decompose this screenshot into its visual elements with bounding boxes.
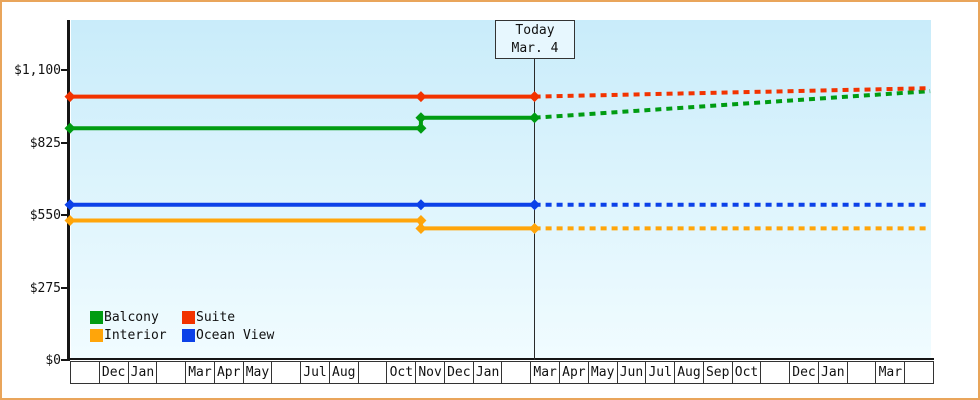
x-axis-month-cell: Nov [415,361,445,384]
legend-swatch-icon [182,329,195,342]
x-axis-month-cell: Apr [559,361,589,384]
x-axis-month-cell: Oct [731,361,762,384]
legend-item-balcony: Balcony [90,311,182,324]
x-axis-month-cell: May [587,361,618,384]
x-axis-month-cell: Mar [530,361,561,384]
y-axis-tick-label: $275 [29,280,61,296]
y-axis-tick [61,286,67,289]
today-annotation: Today Mar. 4 [495,20,575,59]
x-axis-month-cell: Oct [386,361,417,384]
legend-label: Suite [196,310,236,325]
legend-item-interior: Interior [90,329,182,342]
y-axis-tick [61,141,67,144]
x-axis-month-cell [760,361,791,384]
legend-swatch-icon [182,311,195,324]
today-marker-line [534,58,535,360]
legend-label: Balcony [104,310,159,325]
plot-area [71,20,931,360]
x-axis-month-cell: Aug [328,361,359,384]
x-axis-month-cell [70,361,100,384]
legend-label: Interior [104,328,167,343]
today-date: Mar. 4 [511,41,559,56]
x-axis-month-cell: Dec [443,361,474,384]
legend-swatch-icon [90,329,103,342]
x-axis-month-cell [271,361,302,384]
x-axis-month-cell: Dec [789,361,819,384]
x-axis-month-row: Dec Jan Mar Apr May Jul Aug Oct Nov Dec Jan Mar Apr M… [70,361,934,384]
x-axis-month-cell: Mar [875,361,906,384]
x-axis-month-cell: Jan [127,361,158,384]
legend-swatch-icon [90,311,103,324]
legend-label: Ocean View [196,328,275,343]
x-axis-month-cell: Apr [213,361,244,384]
x-axis-month-cell: Jan [472,361,503,384]
y-axis-tick [61,359,67,361]
x-axis-month-cell: Jun [616,361,647,384]
x-axis-month-cell: Jan [817,361,848,384]
y-axis-tick [61,214,67,216]
y-axis-line [67,20,70,361]
y-axis-tick-label: $825 [29,135,61,151]
legend-item-ocean-view: Ocean View [182,329,274,342]
x-axis-month-cell: May [242,361,273,384]
x-axis-month-cell [501,361,532,384]
y-axis-tick-label: $0 [45,353,61,368]
x-axis-month-cell [156,361,187,384]
y-axis-tick-label: $1,100 [14,63,61,78]
x-axis-month-cell: Dec [98,361,129,384]
y-axis-tick-label: $550 [29,208,61,223]
today-label: Today [515,23,555,38]
x-axis-line [67,358,934,360]
legend-item-suite: Suite [182,311,274,324]
x-axis-month-cell: Aug [674,361,704,384]
y-axis-tick [61,69,67,71]
x-axis-month-cell [904,361,934,384]
x-axis-month-cell: Sep [702,361,733,384]
x-axis-month-cell: Jul [645,361,676,384]
x-axis-month-cell [846,361,877,384]
x-axis-month-cell: Jul [300,361,330,384]
legend: Balcony Suite Interior Ocean View [90,311,274,342]
x-axis-month-cell: Mar [185,361,215,384]
x-axis-month-cell [357,361,388,384]
